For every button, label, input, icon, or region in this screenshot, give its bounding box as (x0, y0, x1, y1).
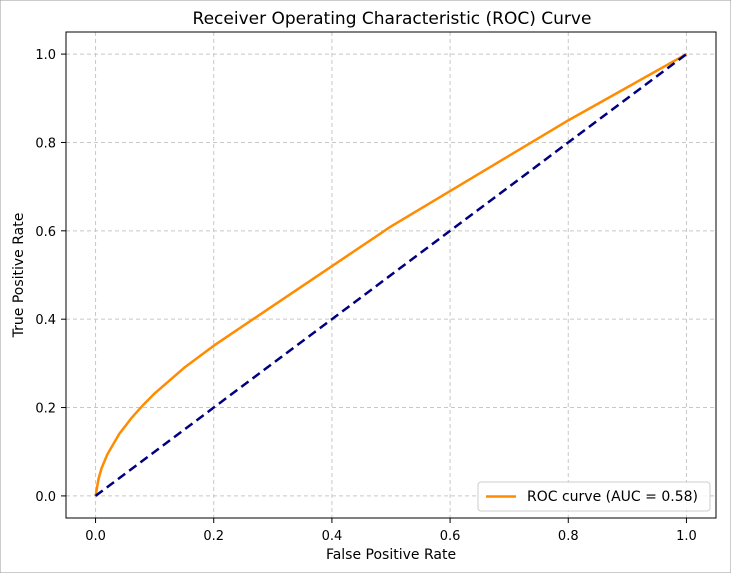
grid (66, 32, 716, 518)
legend: ROC curve (AUC = 0.58) (477, 481, 711, 512)
y-tick-label: 0.4 (35, 313, 56, 328)
chance-diagonal-line (94, 53, 688, 497)
legend-entry-roc: ROC curve (AUC = 0.58) (527, 489, 698, 505)
roc-curve-line (94, 52, 688, 497)
x-axis-label: False Positive Rate (326, 547, 456, 563)
y-tick-label: 1.0 (35, 48, 56, 63)
chart-title: Receiver Operating Characteristic (ROC) … (193, 9, 592, 29)
x-tick-label: 0.4 (322, 529, 343, 544)
y-tick-label: 0.0 (35, 490, 56, 505)
x-tick-label: 0.6 (440, 529, 461, 544)
y-tick-label: 0.2 (35, 402, 56, 417)
x-tick-label: 0.8 (558, 529, 579, 544)
x-tick-label: 1.0 (676, 529, 697, 544)
axis-ticks: 0.0 0.2 0.4 0.6 0.8 1.0 0.0 0.2 0.4 0.6 0.8 1.0 (35, 48, 696, 544)
y-tick-label: 0.8 (35, 136, 56, 151)
x-tick-label: 0.0 (85, 529, 106, 544)
plot-area-frame (65, 31, 717, 519)
y-axis-label: True Positive Rate (11, 213, 27, 339)
x-tick-label: 0.2 (203, 529, 224, 544)
legend-box (477, 481, 711, 512)
y-tick-label: 0.6 (35, 225, 56, 240)
plot-series (94, 52, 688, 497)
